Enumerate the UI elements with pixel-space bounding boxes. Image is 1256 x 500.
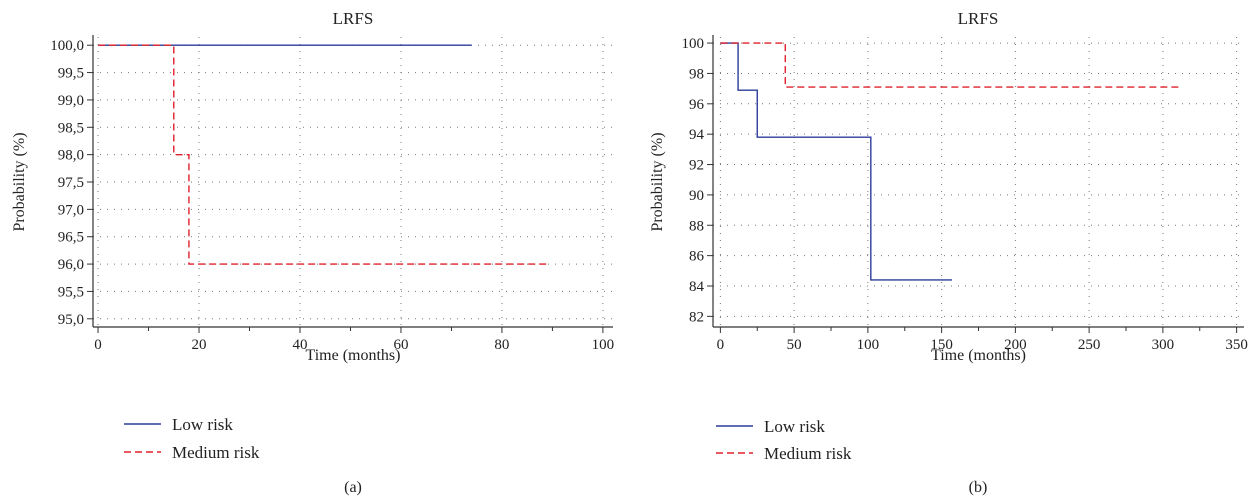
y-tick-label: 96 [689,97,705,113]
y-tick-label: 99,0 [58,93,84,109]
x-tick-label: 100 [857,337,880,353]
x-tick-label: 100 [592,337,615,353]
y-tick-label: 94 [689,127,705,143]
legend-label: Medium risk [172,443,260,462]
y-tick-label: 90 [689,188,704,204]
y-tick-label: 84 [689,279,705,295]
series-line-medium-risk [720,42,1183,88]
chart-title: LRFS [333,9,374,28]
x-axis-label: Time (months) [306,347,401,364]
y-tick-label: 95,5 [58,284,84,300]
y-tick-label: 95,0 [58,312,84,328]
y-axis-label: Probability (%) [649,132,666,231]
x-tick-label: 20 [192,337,207,353]
series-line-low-risk [720,42,952,281]
y-axis-label: Probability (%) [11,132,28,231]
y-tick-label: 98 [689,66,704,82]
x-tick-label: 80 [494,337,509,353]
y-tick-label: 96,5 [58,230,84,246]
x-tick-label: 60 [393,337,408,353]
x-tick-label: 200 [1004,337,1027,353]
y-tick-label: 86 [689,249,705,265]
panel-caption: (a) [344,479,362,496]
y-tick-label: 97,0 [58,202,84,218]
legend-label: Low risk [764,417,825,436]
chart-title: LRFS [958,9,999,28]
x-tick-label: 250 [1078,337,1101,353]
y-tick-label: 96,0 [58,257,84,273]
x-tick-label: 0 [717,337,725,353]
y-tick-label: 92 [689,158,704,174]
x-tick-label: 0 [94,337,102,353]
legend-label: Medium risk [764,444,852,463]
x-tick-label: 300 [1152,337,1175,353]
y-tick-label: 88 [689,218,704,234]
y-tick-label: 97,5 [58,175,84,191]
y-tick-label: 98,5 [58,120,84,136]
legend-label: Low risk [172,415,233,434]
x-tick-label: 50 [787,337,802,353]
panel-caption: (b) [969,479,988,496]
y-tick-label: 100 [682,36,705,52]
y-tick-label: 98,0 [58,148,84,164]
y-tick-label: 100,0 [50,38,84,54]
chart-panel-a: LRFS 0 20 40 60 80 100 95,0 95,5 96,0 96,5 97,0 97,5… [11,9,614,496]
x-tick-label: 350 [1225,337,1248,353]
y-tick-label: 82 [689,309,704,325]
x-axis-label: Time (months) [931,347,1026,364]
x-tick-label: 40 [292,337,307,353]
x-tick-label: 150 [930,337,953,353]
y-tick-label: 99,5 [58,66,84,82]
series-line-medium-risk [98,44,548,265]
chart-panel-b: LRFS 0 50 100 150 200 250 300 350 82 84 86 88 90 92 94 9… [649,9,1248,496]
